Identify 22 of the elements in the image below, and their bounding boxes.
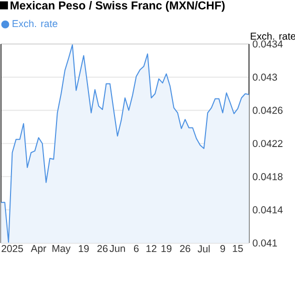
y-tick-label: 0.041 (252, 239, 277, 247)
y-tick-label: 0.0434 (252, 40, 283, 48)
x-tick-label: Apr (30, 245, 46, 254)
y-tick-label: 0.043 (252, 74, 277, 81)
x-tick-label: 26 (180, 245, 190, 252)
x-tick-label: Jun (110, 245, 125, 252)
x-tick-label: 2025 (2, 245, 23, 252)
y-tick-label: 0.0418 (252, 173, 283, 180)
legend-label: Exch. rate (12, 20, 58, 28)
x-tick-label: 15 (232, 245, 243, 252)
x-tick-label: Jul (198, 245, 210, 252)
x-tick-label: 19 (78, 245, 89, 252)
x-tick-label: 19 (162, 245, 172, 252)
x-tick-label: 12 (146, 245, 156, 252)
x-tick-label: 26 (97, 245, 108, 252)
x-tick-label: May (52, 245, 71, 254)
chart-title: Mexican Peso / Swiss Franc (MXN/CHF) (10, 1, 225, 12)
y-tick-label: 0.0426 (252, 106, 283, 114)
x-tick-label: 9 (220, 245, 225, 252)
y-tick-label: 0.0422 (252, 140, 282, 148)
y-tick-label: 0.0414 (252, 206, 283, 214)
x-tick-label: 6 (134, 245, 139, 252)
